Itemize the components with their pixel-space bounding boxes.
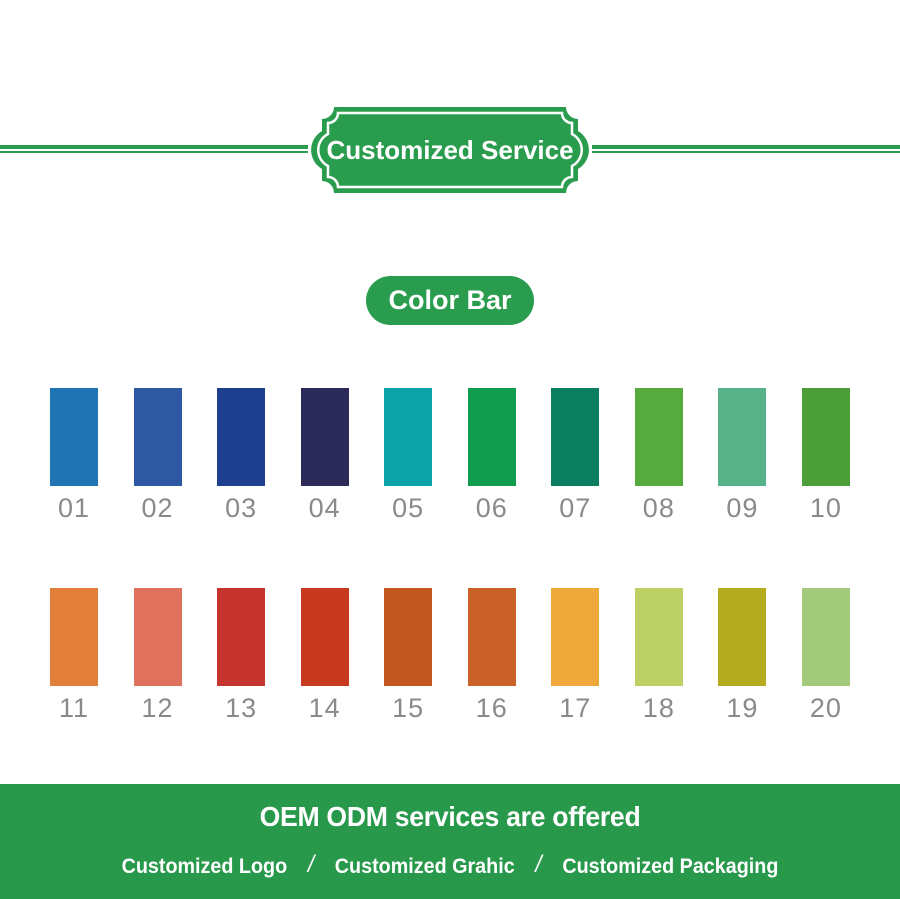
color-swatch-cell: 12	[133, 588, 182, 724]
color-swatch	[718, 588, 767, 686]
color-swatch-cell: 10	[801, 388, 850, 524]
color-swatch-cell: 14	[300, 588, 349, 724]
color-swatch-number: 18	[642, 693, 675, 723]
color-swatch	[50, 588, 98, 686]
color-swatch-cell: 18	[634, 588, 683, 724]
color-swatch-number: 20	[809, 693, 842, 723]
color-swatch-cell: 01	[50, 388, 98, 524]
color-swatch-number: 13	[225, 693, 258, 723]
color-swatch-cell: 07	[551, 388, 600, 524]
color-swatch-cell: 16	[467, 588, 516, 724]
footer-service-logo: Customized Logo	[121, 855, 288, 878]
color-swatch-number: 05	[392, 493, 425, 523]
color-swatch-cell: 04	[300, 388, 349, 524]
footer-services-line: Customized Logo / Customized Grahic / Cu…	[27, 851, 873, 881]
color-swatch-number: 09	[726, 493, 759, 523]
color-swatch	[467, 588, 516, 686]
header-badge: Customized Service	[308, 104, 592, 196]
color-swatch	[217, 588, 266, 686]
color-swatch-number: 07	[559, 493, 592, 523]
color-swatch-cell: 09	[718, 388, 767, 524]
color-swatch	[467, 388, 516, 486]
color-swatch-cell: 19	[718, 588, 767, 724]
color-swatch-number: 15	[392, 693, 425, 723]
color-swatch-number: 08	[642, 493, 675, 523]
color-swatch	[133, 388, 182, 486]
color-swatch-number: 04	[308, 493, 341, 523]
footer-title: OEM ODM services are offered	[259, 801, 641, 832]
ribbon-badge-shape	[311, 107, 589, 193]
swatch-row-2: 11 12 13 14 15 16 17 18 19 20	[50, 588, 850, 724]
color-swatch-number: 14	[308, 693, 341, 723]
slash-separator: /	[307, 851, 315, 878]
footer-banner: OEM ODM services are offered Customized …	[0, 784, 900, 899]
color-swatch	[217, 388, 266, 486]
footer-service-graphic: Customized Grahic	[334, 855, 515, 878]
color-swatch	[551, 588, 600, 686]
color-swatch-cell: 17	[551, 588, 600, 724]
color-swatch-number: 16	[475, 693, 508, 723]
header-badge-title: Customized Service	[326, 134, 574, 165]
color-swatch	[50, 388, 98, 486]
color-swatch-number: 10	[809, 493, 842, 523]
color-swatch-number: 06	[475, 493, 508, 523]
color-swatch-number: 11	[58, 693, 90, 723]
color-swatch-cell: 11	[50, 588, 98, 724]
color-swatch-cell: 02	[133, 388, 182, 524]
color-swatch-cell: 20	[801, 588, 850, 724]
color-swatch	[133, 588, 182, 686]
color-swatch	[634, 588, 683, 686]
color-swatch	[300, 388, 349, 486]
color-swatch	[384, 588, 433, 686]
color-swatch-number: 02	[141, 493, 174, 523]
color-swatch-cell: 08	[634, 388, 683, 524]
color-swatch	[300, 588, 349, 686]
color-swatch-number: 17	[559, 693, 592, 723]
color-swatch-number: 03	[225, 493, 258, 523]
color-swatch-cell: 06	[467, 388, 516, 524]
color-swatch	[801, 388, 850, 486]
color-swatch	[551, 388, 600, 486]
swatch-row-1: 01 02 03 04 05 06 07 08 09 10	[50, 388, 850, 524]
color-swatch	[634, 388, 683, 486]
color-swatch	[384, 388, 433, 486]
color-swatch	[801, 588, 850, 686]
color-bar-pill: Color Bar	[366, 276, 534, 325]
color-swatch-number: 01	[57, 493, 91, 523]
color-swatch-cell: 15	[384, 588, 433, 724]
color-bar-label: Color Bar	[388, 285, 512, 315]
footer-service-packaging: Customized Packaging	[562, 855, 779, 878]
color-swatch	[718, 388, 767, 486]
color-swatch-cell: 13	[217, 588, 266, 724]
slash-separator: /	[535, 851, 542, 878]
color-swatch-cell: 03	[217, 388, 266, 524]
color-swatch-cell: 05	[384, 388, 433, 524]
color-swatch-number: 12	[141, 693, 174, 723]
color-swatch-number: 19	[726, 693, 759, 723]
